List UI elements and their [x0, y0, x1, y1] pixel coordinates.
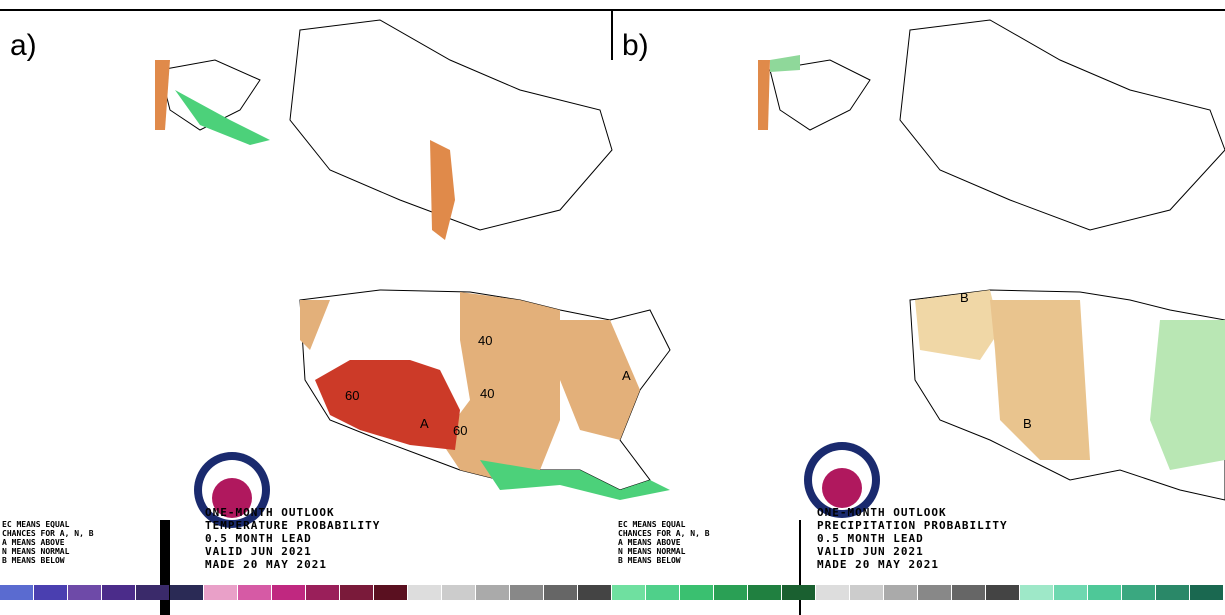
noaa-logo: [804, 442, 880, 518]
color-swatch: [544, 585, 577, 600]
panel-a-map: [155, 19, 671, 500]
color-swatch: [204, 585, 237, 600]
legend-text: CHANCES FOR A, N, B: [2, 529, 94, 538]
color-swatch: [68, 585, 101, 600]
color-swatch: [1190, 585, 1223, 600]
outlook-text: 0.5 MONTH LEAD: [817, 532, 924, 545]
outlook-text: ONE-MONTH OUTLOOK: [817, 506, 947, 519]
above-normal-east: [1150, 320, 1225, 470]
outlook-text: VALID JUN 2021: [817, 545, 924, 558]
color-swatch: [374, 585, 407, 600]
color-swatch: [306, 585, 339, 600]
logo-bird: [822, 468, 862, 508]
map-label: B: [1023, 416, 1032, 431]
legend-text: B MEANS BELOW: [2, 556, 65, 565]
nw-above: [300, 300, 330, 350]
logo-bird: [212, 478, 252, 518]
noaa-logo: [194, 452, 270, 528]
map-label: 40: [478, 333, 492, 348]
map-label: A: [420, 416, 429, 431]
legend-text: EC MEANS EQUAL: [618, 520, 686, 529]
below-normal-light: [915, 290, 1000, 360]
color-swatch: [510, 585, 543, 600]
color-swatch: [34, 585, 67, 600]
map-label: B: [960, 290, 969, 305]
color-swatch: [986, 585, 1019, 600]
map-label: A: [622, 368, 631, 383]
color-bars: [0, 585, 1223, 600]
legend-text: A MEANS ABOVE: [618, 538, 681, 547]
color-swatch: [748, 585, 781, 600]
canada: [289, 19, 613, 231]
color-swatch: [850, 585, 883, 600]
color-swatch: [1054, 585, 1087, 600]
color-swatch: [680, 585, 713, 600]
outlook-text: TEMPERATURE PROBABILITY: [205, 519, 380, 532]
panel-b-map: [758, 19, 1225, 501]
alaska-green: [770, 55, 800, 72]
alaska-strip: [155, 60, 170, 130]
outlook-text: MADE 20 MAY 2021: [205, 558, 327, 571]
coast-green: [175, 90, 270, 145]
color-swatch: [1122, 585, 1155, 600]
outlook-text: ONE-MONTH OUTLOOK: [205, 506, 335, 519]
color-swatch: [476, 585, 509, 600]
legend-text: A MEANS ABOVE: [2, 538, 65, 547]
outlook-text: 0.5 MONTH LEAD: [205, 532, 312, 545]
legend-text: B MEANS BELOW: [618, 556, 681, 565]
coast-orange: [430, 140, 455, 240]
color-swatch: [272, 585, 305, 600]
map-label: 60: [453, 423, 467, 438]
color-swatch: [612, 585, 645, 600]
color-swatch: [1088, 585, 1121, 600]
below-normal-mid: [990, 300, 1090, 460]
above-normal-light: [440, 292, 560, 480]
map-label: 40: [480, 386, 494, 401]
color-swatch: [782, 585, 815, 600]
outlook-text: VALID JUN 2021: [205, 545, 312, 558]
color-swatch: [646, 585, 679, 600]
color-swatch: [816, 585, 849, 600]
outlook-text: PRECIPITATION PROBABILITY: [817, 519, 1008, 532]
color-swatch: [714, 585, 747, 600]
legend-text: CHANCES FOR A, N, B: [618, 529, 710, 538]
color-swatch: [408, 585, 441, 600]
color-swatch: [340, 585, 373, 600]
legend-text: N MEANS NORMAL: [2, 547, 70, 556]
color-swatch: [136, 585, 169, 600]
map-label: 60: [345, 388, 359, 403]
color-swatch: [442, 585, 475, 600]
color-swatch: [918, 585, 951, 600]
color-swatch: [1020, 585, 1053, 600]
frame-bar: [160, 520, 170, 615]
color-swatch: [170, 585, 203, 600]
above-normal-east: [540, 320, 640, 440]
alaska: [159, 59, 261, 131]
color-swatch: [1156, 585, 1189, 600]
outlook-text: MADE 20 MAY 2021: [817, 558, 939, 571]
gulf-green: [480, 460, 670, 500]
above-normal-strong: [315, 360, 460, 450]
color-swatch: [884, 585, 917, 600]
panel-label: b): [622, 29, 649, 62]
color-swatch: [0, 585, 33, 600]
color-swatch: [578, 585, 611, 600]
alaska-strip: [758, 60, 770, 130]
color-swatch: [952, 585, 985, 600]
color-swatch: [238, 585, 271, 600]
legend-text: EC MEANS EQUAL: [2, 520, 70, 529]
canada: [899, 19, 1225, 231]
legend-text: N MEANS NORMAL: [618, 547, 686, 556]
color-swatch: [102, 585, 135, 600]
alaska: [769, 59, 871, 131]
panel-label: a): [10, 29, 37, 62]
